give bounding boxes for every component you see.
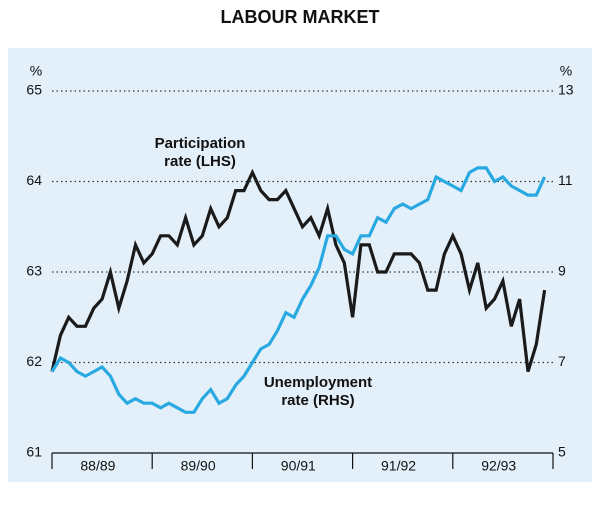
y2-tick-label: 5 (558, 444, 566, 460)
y-unit: % (30, 63, 42, 79)
annotation: rate (RHS) (281, 392, 354, 409)
annotation: Unemployment (264, 374, 372, 391)
y2-tick-label: 13 (558, 82, 574, 98)
chart-title: LABOUR MARKET (221, 7, 380, 27)
panel (8, 48, 592, 482)
y-tick-label: 63 (26, 263, 42, 279)
y2-unit: % (560, 63, 572, 79)
x-tick-label: 89/90 (181, 458, 216, 474)
annotation: Participation (155, 135, 246, 152)
y2-tick-label: 9 (558, 263, 566, 279)
series-line (50, 168, 547, 373)
x-tick-label: 91/92 (381, 458, 416, 474)
y2-tick-label: 11 (558, 172, 573, 188)
y-tick-label: 61 (26, 444, 42, 460)
annotation: rate (LHS) (164, 153, 236, 170)
y-tick-label: 62 (26, 353, 42, 369)
y-tick-label: 65 (26, 82, 42, 98)
series-line (50, 166, 547, 414)
y2-tick-label: 7 (558, 353, 566, 369)
x-tick-label: 92/93 (481, 458, 516, 474)
y-tick-label: 64 (26, 172, 42, 188)
x-tick-label: 90/91 (281, 458, 316, 474)
x-tick-label: 88/89 (80, 458, 115, 474)
